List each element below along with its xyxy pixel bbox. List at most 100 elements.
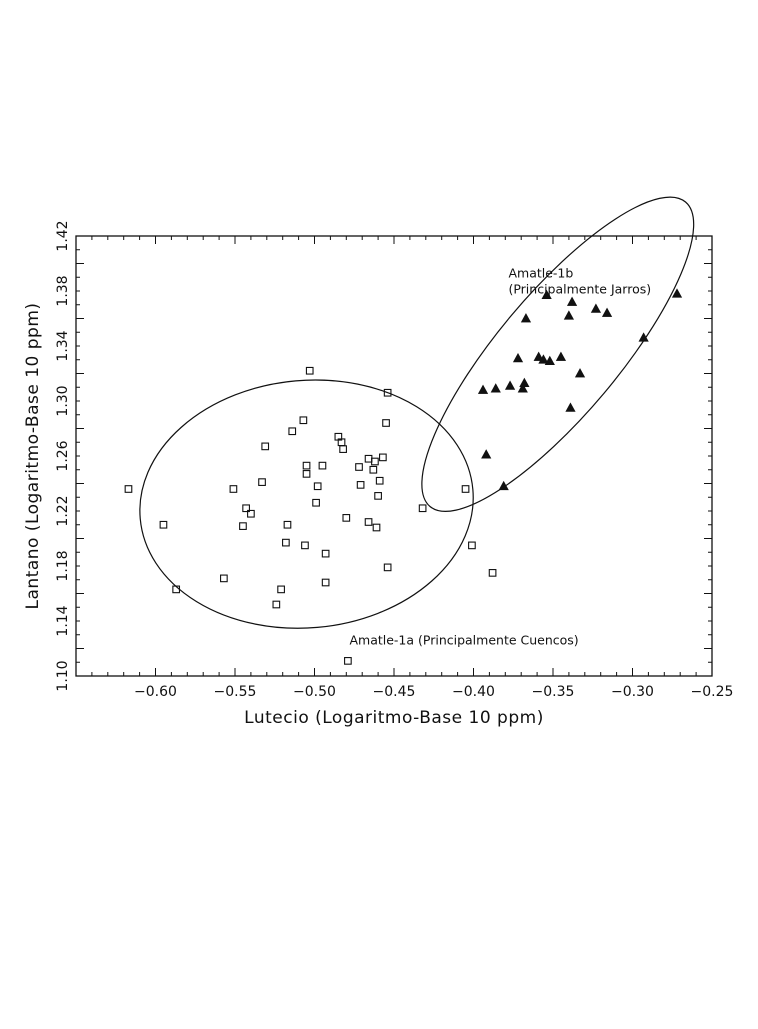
square-point: [356, 481, 365, 489]
square-point: [159, 520, 168, 529]
x-tick-label: −0.35: [532, 684, 575, 700]
y-tick-label: 1.14: [55, 605, 71, 636]
square-point: [242, 504, 250, 513]
square-point: [374, 492, 382, 500]
square-point: [299, 416, 308, 425]
square-point: [342, 514, 351, 522]
square-point: [461, 485, 470, 493]
x-tick-label: −0.50: [293, 684, 336, 700]
x-tick-label: −0.30: [611, 684, 654, 700]
square-point: [383, 388, 392, 397]
triangle-point: [574, 368, 586, 378]
x-tick-label: −0.25: [691, 684, 734, 700]
square-point: [418, 504, 427, 513]
y-tick-label: 1.10: [55, 660, 71, 691]
annotation-amatle-1b: (Principalmente Jarros): [508, 281, 651, 296]
square-point: [220, 574, 228, 583]
y-axis-title: Lantano (Logaritmo-Base 10 ppm): [23, 302, 43, 609]
square-point: [229, 485, 238, 493]
triangle-point: [555, 351, 567, 361]
triangle-point: [601, 307, 613, 317]
square-point: [379, 453, 387, 462]
square-point: [301, 541, 309, 550]
annotations: Amatle-1b(Principalmente Jarros) Amatle-1…: [349, 265, 651, 647]
y-tick-label: 1.22: [55, 495, 71, 526]
square-point: [282, 538, 290, 547]
y-tick-label: 1.42: [55, 220, 71, 251]
square-point: [364, 518, 373, 526]
triangle-point: [490, 383, 501, 393]
x-tick-labels: −0.60 −0.55 −0.50 −0.45 −0.40 −0.35 −0.30 −0.25: [134, 684, 733, 700]
square-point: [302, 470, 311, 478]
square-point: [124, 485, 133, 493]
triangle-point: [638, 332, 649, 342]
ellipse-amatle-1b: [421, 196, 695, 512]
triangle-point: [566, 296, 578, 306]
square-point: [302, 461, 311, 470]
y-tick-label: 1.30: [55, 385, 71, 416]
square-point: [321, 578, 330, 587]
triangle-point: [504, 380, 516, 390]
y-tick-label: 1.34: [55, 330, 71, 361]
x-tick-label: −0.60: [134, 684, 177, 700]
triangle-point: [533, 351, 544, 361]
triangle-point: [565, 402, 576, 412]
square-point: [247, 509, 255, 518]
square-point: [272, 600, 281, 609]
x-tick-label: −0.45: [373, 684, 416, 700]
square-point: [288, 427, 297, 436]
square-point: [364, 454, 373, 463]
square-point: [312, 498, 320, 507]
triangle-point: [563, 310, 575, 320]
triangle-point: [538, 354, 549, 364]
square-point: [283, 520, 292, 529]
square-point: [313, 482, 322, 491]
square-point: [305, 366, 314, 375]
triangle-point: [519, 377, 530, 388]
x-tick-label: −0.40: [452, 684, 495, 700]
y-tick-label: 1.38: [55, 275, 71, 306]
ellipse-amatle-1a: [139, 379, 474, 629]
square-point: [369, 465, 378, 474]
triangle-point: [498, 480, 509, 491]
annotation-amatle-1a: Amatle-1a (Principalmente Cuencos): [349, 632, 578, 647]
triangle-point: [517, 383, 528, 393]
y-tick-labels: 1.10 1.14 1.18 1.22 1.26 1.30 1.34 1.38 1.42: [55, 220, 71, 691]
square-point: [239, 522, 247, 530]
square-point: [339, 445, 347, 453]
triangle-point: [481, 449, 492, 459]
square-point: [355, 463, 363, 471]
square-point: [321, 549, 330, 558]
square-point: [277, 585, 285, 594]
triangle-point: [544, 355, 555, 366]
square-point: [371, 457, 379, 466]
group-ellipses: [139, 196, 695, 629]
plot-frame: [75, 235, 713, 677]
y-tick-label: 1.18: [55, 550, 71, 581]
square-point: [375, 476, 384, 485]
square-point: [383, 563, 392, 572]
square-point: [344, 657, 352, 665]
triangle-point: [541, 289, 552, 300]
square-point: [261, 442, 270, 451]
triangle-point: [671, 288, 683, 298]
data-points: [124, 288, 683, 665]
square-point: [372, 523, 381, 532]
square-point: [468, 541, 476, 550]
annotation-amatle-1b: Amatle-1b: [508, 265, 573, 280]
x-axis-title: Lutecio (Logaritmo-Base 10 ppm): [244, 708, 544, 728]
square-point: [318, 461, 327, 470]
y-tick-label: 1.26: [55, 440, 71, 471]
tick-marks: [75, 235, 713, 677]
square-point: [258, 478, 266, 486]
triangle-point: [520, 313, 532, 323]
square-point: [172, 585, 181, 594]
square-point: [382, 419, 390, 427]
triangle-point: [512, 352, 524, 363]
square-point: [488, 569, 497, 577]
triangle-point: [590, 303, 602, 313]
x-tick-label: −0.55: [214, 684, 257, 700]
triangle-point: [477, 384, 489, 394]
